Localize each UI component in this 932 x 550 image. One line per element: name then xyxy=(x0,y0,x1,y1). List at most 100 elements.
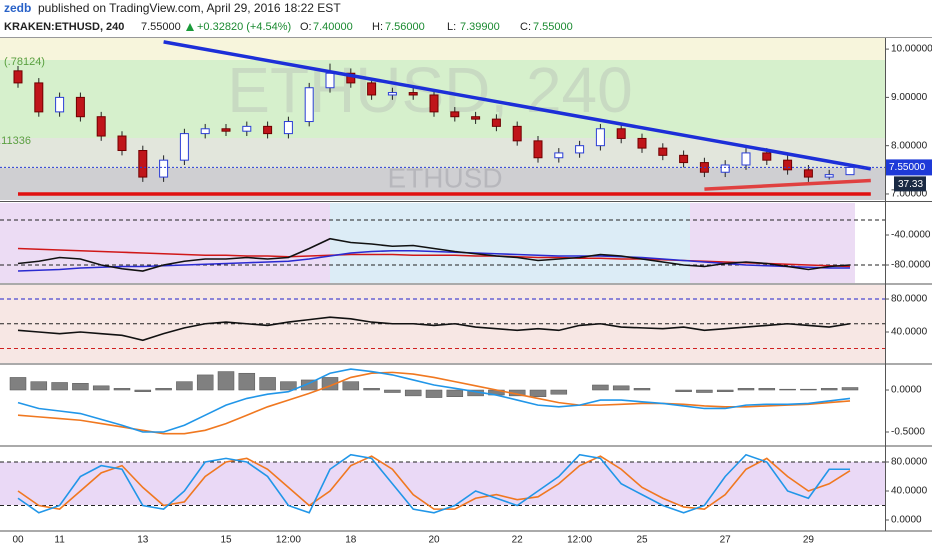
candle-body xyxy=(491,118,501,127)
y-tick-label: 80.0000 xyxy=(891,457,928,468)
histogram-bar xyxy=(716,389,734,392)
histogram-bar xyxy=(155,388,172,391)
y-tick-label: 7.00000 xyxy=(891,189,928,200)
zone-top xyxy=(0,38,885,60)
candle-body xyxy=(845,166,855,176)
x-tick-label: 12:00 xyxy=(276,535,301,546)
x-tick-label: 25 xyxy=(636,535,648,546)
candle-body xyxy=(325,72,335,89)
candle-body xyxy=(575,145,585,154)
candle-body xyxy=(55,96,65,113)
histogram-bar xyxy=(280,381,297,391)
change: +0.32820 (+4.54%) xyxy=(197,21,291,33)
y-tick-label: 80.0000 xyxy=(891,294,928,305)
histogram-bar xyxy=(176,381,193,391)
candle-body xyxy=(720,164,730,173)
histogram-bar xyxy=(592,384,609,391)
y-tick-label: 10.00000 xyxy=(891,44,932,55)
pane2-bg-pink xyxy=(690,203,855,283)
badge2-label: 37.33 xyxy=(898,179,923,190)
ohlc-value: 7.56000 xyxy=(385,21,425,33)
x-tick-label: 18 xyxy=(345,535,357,546)
indicator-line xyxy=(17,249,850,272)
histogram-bar xyxy=(758,388,776,391)
candle-body xyxy=(75,96,85,118)
candle-body xyxy=(616,128,626,139)
candle-body xyxy=(304,87,314,123)
candle-body xyxy=(387,92,397,96)
histogram-bar xyxy=(134,389,152,392)
up-arrow xyxy=(186,23,194,31)
x-tick-label: 20 xyxy=(428,535,440,546)
x-tick-label: 12:00 xyxy=(567,535,592,546)
pane5-bg xyxy=(0,462,885,505)
indicator-line xyxy=(17,368,851,433)
candle-body xyxy=(283,121,293,135)
y-tick-label: 40.0000 xyxy=(891,486,928,497)
x-tick-label: 27 xyxy=(720,535,732,546)
ohlc-value: 7.39900 xyxy=(460,21,500,33)
histogram-bar xyxy=(633,388,651,391)
candle-body xyxy=(242,125,252,132)
candle-body xyxy=(346,72,356,84)
x-tick-label: 22 xyxy=(512,535,524,546)
histogram-bar xyxy=(612,385,630,391)
zone-gray-light xyxy=(0,138,885,168)
candle-body xyxy=(533,140,543,159)
candle-body xyxy=(34,82,44,113)
pane2-bg-pink xyxy=(0,203,330,283)
candle-body xyxy=(367,82,377,96)
histogram-bar xyxy=(737,388,755,391)
histogram-bar xyxy=(675,389,692,392)
candle-body xyxy=(429,94,439,113)
indicator-line xyxy=(17,247,851,268)
candle-body xyxy=(554,152,564,159)
candle-body xyxy=(762,152,772,161)
y-tick-label: -0.5000 xyxy=(891,427,925,438)
x-tick-label: 00 xyxy=(12,535,24,546)
y-tick-label: 0.0000 xyxy=(891,515,922,526)
candle-body xyxy=(96,116,106,137)
y-tick-label: 8.00000 xyxy=(891,140,928,151)
level-label: (.78124) xyxy=(4,56,45,68)
histogram-bar xyxy=(300,379,318,391)
candle-body xyxy=(783,159,793,171)
histogram-bar xyxy=(404,389,422,397)
candle-body xyxy=(159,159,169,178)
ohlc-label: L: xyxy=(447,21,456,33)
histogram-bar xyxy=(779,388,796,391)
candle-body xyxy=(595,128,605,147)
symbol: KRAKEN:ETHUSD, 240 xyxy=(4,21,124,33)
candle-body xyxy=(408,92,418,96)
y-tick-label: 9.00000 xyxy=(891,92,928,103)
histogram-bar xyxy=(363,388,380,391)
histogram-bar xyxy=(550,389,568,395)
y-tick-label: -40.0000 xyxy=(891,230,931,241)
histogram-bar xyxy=(425,389,443,398)
histogram-bar xyxy=(342,381,360,391)
candle-body xyxy=(13,70,23,84)
candle-body xyxy=(637,137,647,149)
histogram-bar xyxy=(800,388,817,391)
histogram-bar xyxy=(820,388,838,391)
histogram-bar xyxy=(51,382,68,391)
ohlc-label: H: xyxy=(372,21,383,33)
candle-body xyxy=(117,135,127,152)
candle-body xyxy=(179,133,189,161)
histogram-bar xyxy=(113,388,131,391)
x-tick-label: 13 xyxy=(137,535,149,546)
candle-body xyxy=(200,128,210,135)
level-label: 8.11336 xyxy=(0,135,31,147)
price-badge xyxy=(886,159,932,176)
candle-body xyxy=(138,150,148,178)
indicator-line xyxy=(17,455,851,510)
histogram-bar xyxy=(72,383,89,391)
histogram-bar xyxy=(384,389,401,393)
candle-body xyxy=(824,174,834,178)
histogram-bar xyxy=(529,389,547,397)
candle-body xyxy=(263,125,273,135)
badge2-box xyxy=(894,176,926,192)
ohlc-value: 7.55000 xyxy=(533,21,573,33)
author: zedb xyxy=(4,1,31,15)
